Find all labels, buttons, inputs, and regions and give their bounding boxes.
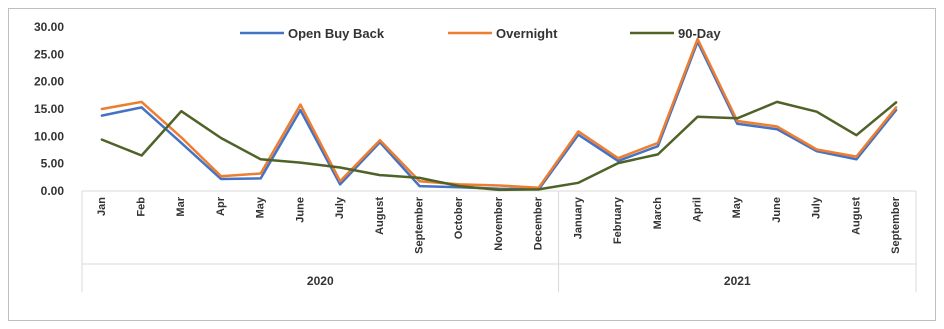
y-tick-label: 5.00 [41, 157, 65, 171]
group-label: 2020 [307, 274, 334, 288]
x-tick-label: June [294, 197, 306, 223]
x-tick-label: January [572, 196, 584, 239]
x-tick-label: May [255, 196, 267, 218]
legend-label: Open Buy Back [288, 26, 385, 41]
series-layer [100, 37, 898, 192]
legend: Open Buy Back Overnight 90-Day [240, 26, 721, 41]
x-tick-label: Mar [175, 196, 187, 216]
x-tick-label: August [850, 197, 862, 235]
y-tick-label: 10.00 [34, 129, 64, 143]
series-line-2 [100, 100, 898, 192]
x-tick-label: Feb [135, 197, 147, 217]
x-tick-label: November [493, 196, 505, 251]
x-tick-label: September [890, 196, 902, 254]
x-tick-label: September [413, 196, 425, 254]
y-axis: 30.00 25.00 20.00 15.00 10.00 5.00 0.00 [34, 20, 64, 198]
x-tick-label: August [374, 197, 386, 235]
x-tick-label: July [334, 196, 346, 219]
x-axis: Jan Feb Mar Apr May June July August September Oc… [81, 190, 917, 292]
y-tick-label: 30.00 [34, 20, 64, 34]
x-tick-label: July [811, 196, 823, 219]
legend-label: 90-Day [678, 26, 721, 41]
x-tick-label: Apr [215, 196, 227, 216]
chart-frame [8, 8, 936, 321]
x-tick-label: March [652, 197, 664, 230]
group-label: 2021 [724, 274, 751, 288]
legend-label: Overnight [496, 26, 558, 41]
y-tick-label: 0.00 [41, 184, 65, 198]
x-tick-label: October [453, 196, 465, 239]
y-tick-label: 15.00 [34, 102, 64, 116]
x-tick-label: April [691, 197, 703, 222]
x-tick-label: December [533, 196, 545, 250]
y-tick-label: 20.00 [34, 75, 64, 89]
series-line-1 [100, 37, 898, 189]
x-tick-label: February [612, 196, 624, 244]
series-line-0 [100, 40, 898, 191]
y-tick-label: 25.00 [34, 47, 64, 61]
x-tick-label: Jan [96, 197, 108, 216]
x-tick-label: May [731, 196, 743, 218]
x-tick-label: June [771, 197, 783, 223]
